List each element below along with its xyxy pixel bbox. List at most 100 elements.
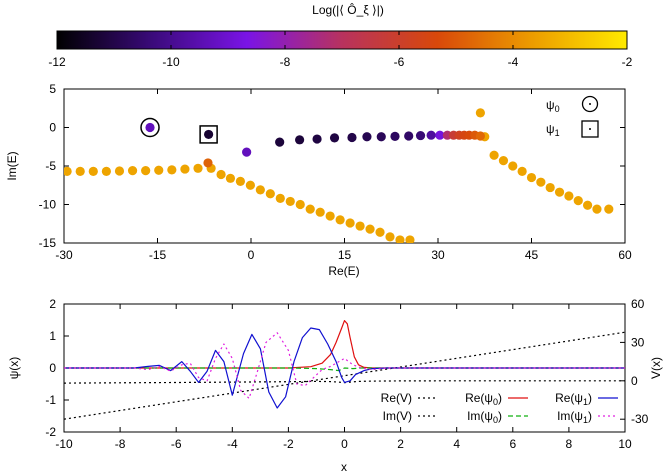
legend-psi0-circle-marker (581, 95, 599, 113)
scatter-xlabel: Re(E) (328, 264, 359, 278)
scatter-point (75, 166, 85, 176)
wavefunction-xlabel: x (341, 460, 347, 474)
scatter-point (64, 166, 72, 176)
scatter-point (295, 199, 305, 210)
scatter-axes: -30 -15 0 15 30 45 60-15-10-505 (39, 82, 632, 262)
wavefunction-xtick-label: 4 (453, 437, 460, 451)
scatter-point (329, 133, 340, 143)
legend-psi1-dot (589, 128, 591, 130)
scatter-panel: -30 -15 0 15 30 45 60-15-10-505 Re(E) Im(E) ψ0… (5, 82, 632, 278)
scatter-point (235, 176, 246, 186)
scatter-point (508, 161, 518, 171)
colorbar-tick-label: -10 (162, 55, 180, 69)
colorbar-tick-label: -8 (280, 55, 291, 69)
scatter-point (573, 196, 583, 206)
wavefunction-xtick-label: 8 (566, 437, 573, 451)
legend-psi1-label: ψ1 (546, 122, 560, 138)
scatter-point (517, 166, 527, 176)
scatter-point (489, 150, 499, 160)
colorbar-tick-label: -4 (508, 55, 519, 69)
legend-psi0-dot (589, 103, 591, 105)
wavefunction-ytick-label: -2 (45, 425, 56, 439)
wavefunction-ytick-label: 0 (49, 361, 56, 375)
colorbar-ticks: -12 -10 -8 -6 -4 -2 (48, 31, 633, 69)
wavefunction-legend: Re(V) Re(ψ0) Re(ψ1) Im(V) Im(ψ0) Im(ψ1) (381, 391, 618, 425)
scatter-point (345, 218, 355, 228)
scatter-point (385, 232, 395, 242)
scatter-point (167, 165, 177, 175)
scatter-point (475, 131, 485, 141)
scatter-ytick-label: -5 (45, 159, 56, 173)
scatter-point (245, 180, 255, 190)
scatter-point (285, 196, 295, 207)
scatter-point (127, 166, 138, 176)
scatter-point (376, 132, 386, 142)
scatter-ytick-label: -10 (39, 198, 57, 212)
scatter-xtick-label: 15 (338, 248, 352, 262)
scatter-point (154, 165, 164, 175)
wavefunction-lines (64, 320, 625, 420)
colorbar-tick-label: -12 (48, 55, 66, 69)
scatter-point (355, 221, 365, 231)
series-line (64, 320, 625, 369)
wavefunction-ytick-label: 2 (49, 297, 56, 311)
scatter-points (64, 108, 614, 243)
psi0-highlight-circle (140, 117, 160, 138)
legend-psi1-square-marker (581, 120, 599, 138)
scatter-point (114, 166, 125, 176)
scatter-point (375, 227, 385, 237)
scatter-point (526, 172, 537, 183)
scatter-point (216, 169, 226, 180)
scatter-xtick-label: -15 (149, 248, 167, 262)
scatter-ytick-label: 5 (49, 82, 56, 96)
scatter-xtick-label: 0 (248, 248, 255, 262)
scatter-point (498, 156, 509, 166)
scatter-point (295, 135, 305, 145)
legend-label: Re(ψ1) (555, 391, 592, 407)
wavefunction-xtick-label: 2 (397, 437, 404, 451)
legend-label: Im(V) (383, 409, 412, 423)
colorbar-title: Log(|⟨ Ô_ξ ⟩|) (312, 2, 384, 17)
wavefunction-xtick-label: 0 (341, 437, 348, 451)
wavefunction-xtick-label: -2 (283, 437, 294, 451)
wavefunction-xtick-label: -8 (115, 437, 126, 451)
scatter-point (583, 200, 593, 210)
legend-label: Im(ψ0) (467, 409, 502, 425)
scatter-point (475, 108, 485, 118)
legend-label: Re(V) (381, 391, 412, 405)
scatter-point (315, 207, 325, 217)
scatter-point (564, 191, 574, 201)
scatter-point (536, 177, 546, 187)
scatter-xtick-label: 60 (618, 248, 632, 262)
wavefunction-y2tick-label: 0 (631, 374, 638, 388)
scatter-xtick-label: 45 (525, 248, 539, 262)
scatter-point (275, 193, 285, 203)
scatter-point (415, 130, 426, 141)
colorbar-gradient (56, 30, 628, 50)
legend-label: Im(ψ1) (557, 409, 592, 425)
wavefunction-xtick-label: 10 (618, 437, 632, 451)
colorbar-tick-label: -2 (622, 55, 633, 69)
scatter-point (255, 185, 265, 195)
scatter-legend: ψ0 ψ1 (546, 95, 599, 138)
scatter-point (88, 166, 98, 176)
scatter-point (362, 132, 372, 142)
scatter-point (390, 131, 400, 141)
scatter-point (305, 204, 315, 214)
scatter-point (275, 137, 285, 147)
scatter-ytick-label: 0 (49, 121, 56, 135)
legend-psi0-label: ψ0 (546, 98, 560, 114)
scatter-point (405, 235, 415, 243)
scatter-xtick-label: -30 (55, 248, 73, 262)
wavefunction-y2tick-label: 60 (631, 297, 645, 311)
scatter-point (203, 158, 213, 168)
scatter-point (325, 211, 335, 221)
scatter-point (141, 166, 151, 176)
scatter-point (193, 163, 203, 173)
wavefunction-ytick-label: -1 (45, 393, 56, 407)
wavefunction-xtick-label: -4 (227, 437, 238, 451)
scatter-point (592, 204, 602, 214)
scatter-point (242, 147, 252, 157)
wavefunction-y2label: V(x) (649, 357, 663, 379)
